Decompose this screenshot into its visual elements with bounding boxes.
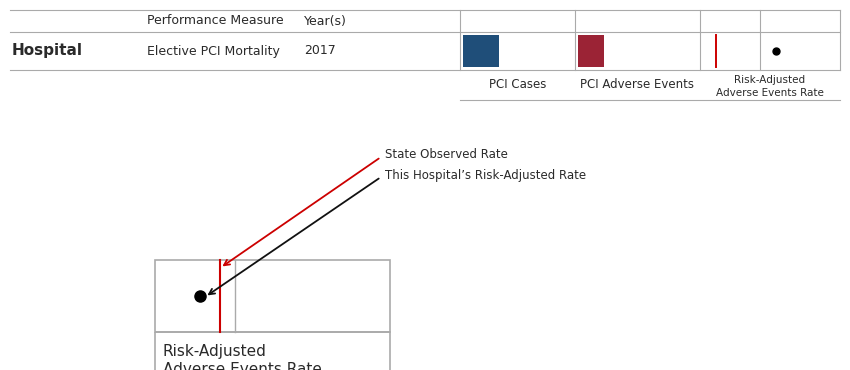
Text: PCI Cases: PCI Cases xyxy=(489,78,547,91)
Bar xyxy=(463,35,499,67)
Text: 2017: 2017 xyxy=(304,44,336,57)
Text: State Observed Rate: State Observed Rate xyxy=(385,148,507,161)
Bar xyxy=(155,260,390,332)
Text: PCI Adverse Events: PCI Adverse Events xyxy=(581,78,694,91)
Text: Hospital: Hospital xyxy=(12,44,83,58)
Text: Risk-Adjusted: Risk-Adjusted xyxy=(734,75,806,85)
Text: Elective PCI Mortality: Elective PCI Mortality xyxy=(147,44,280,57)
Bar xyxy=(155,332,390,370)
Text: Adverse Events Rate: Adverse Events Rate xyxy=(163,362,322,370)
Text: Performance Measure: Performance Measure xyxy=(147,14,284,27)
Text: Risk-Adjusted: Risk-Adjusted xyxy=(163,344,267,359)
Text: Adverse Events Rate: Adverse Events Rate xyxy=(716,88,824,98)
Text: Year(s): Year(s) xyxy=(304,14,347,27)
Bar xyxy=(578,35,604,67)
Text: This Hospital’s Risk-Adjusted Rate: This Hospital’s Risk-Adjusted Rate xyxy=(385,168,586,182)
